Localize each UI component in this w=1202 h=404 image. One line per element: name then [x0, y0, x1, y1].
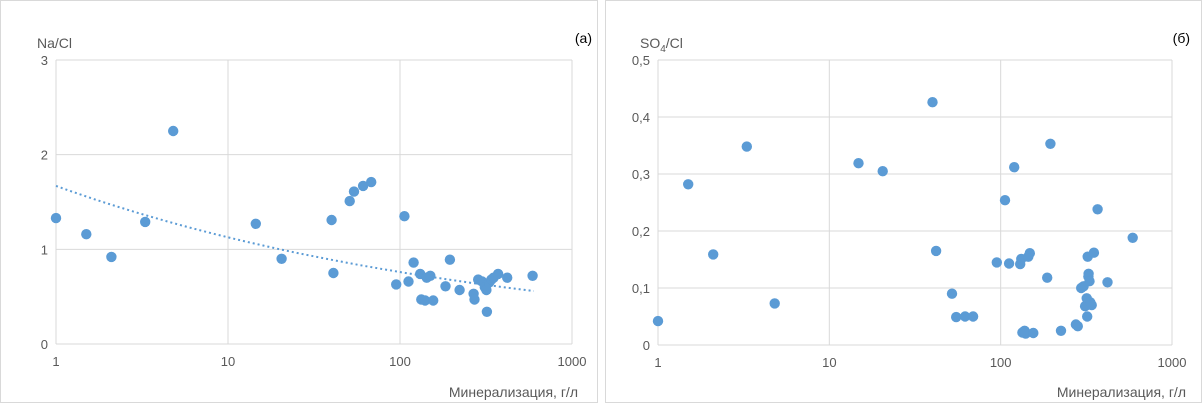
data-point	[1092, 204, 1103, 215]
data-point	[1086, 299, 1097, 311]
y-tick-label: 1	[41, 242, 48, 257]
y-tick-label: 0	[643, 338, 650, 353]
data-point	[959, 311, 971, 322]
data-point	[1020, 328, 1031, 339]
data-point	[1009, 162, 1020, 173]
data-point	[1127, 232, 1138, 243]
data-point	[1088, 247, 1100, 258]
y-axis-label: SO4/Cl	[640, 35, 683, 55]
data-point	[999, 195, 1011, 206]
data-point	[408, 257, 419, 268]
scatter-chart-so4-cl: 1 10 100 1000 0 0,1 0,2 0,3 0,4 0,5 Минерализация,…	[632, 30, 1190, 400]
data-point	[328, 267, 339, 279]
data-point	[991, 257, 1002, 268]
data-point	[250, 218, 261, 229]
y-axis-label-main: SO	[640, 35, 660, 51]
data-point	[1042, 272, 1053, 283]
data-point	[946, 288, 958, 299]
data-point	[140, 216, 151, 228]
x-tick-label: 1000	[558, 354, 587, 369]
data-point	[444, 254, 456, 265]
chart-panel-a: 1 10 100 1000 0 1 2 3 Минерализация, г/л Na/Cl (а)	[0, 0, 598, 403]
y-tick-label: 0,5	[632, 53, 650, 68]
data-point	[357, 180, 369, 192]
x-tick-label: 10	[221, 354, 235, 369]
data-point	[1084, 276, 1095, 287]
data-point	[403, 276, 414, 287]
data-point	[1024, 248, 1035, 259]
y-tick-label: 0,1	[632, 281, 650, 296]
data-point	[481, 306, 493, 317]
y-tick-label: 2	[41, 148, 48, 163]
data-point	[454, 284, 465, 296]
data-point	[502, 272, 513, 283]
data-point	[741, 141, 752, 152]
data-point	[1028, 327, 1039, 339]
data-point	[708, 249, 719, 260]
data-point	[1082, 311, 1093, 322]
x-axis-label: Минерализация, г/л	[1057, 384, 1186, 400]
x-tick-label: 100	[389, 354, 411, 369]
data-point	[853, 158, 864, 169]
y-tick-label: 0	[41, 337, 48, 352]
y-axis-label-subscript: 4	[660, 44, 666, 55]
data-point	[106, 251, 117, 263]
data-point	[391, 279, 402, 290]
y-tick-label: 3	[41, 53, 48, 68]
data-point	[1045, 138, 1056, 149]
data-point	[81, 229, 92, 240]
data-point	[425, 270, 436, 281]
data-point	[399, 211, 410, 222]
data-point	[951, 311, 962, 323]
data-point	[1072, 321, 1083, 332]
x-tick-label: 1000	[1158, 355, 1187, 370]
data-point	[492, 268, 504, 280]
y-tick-label: 0,2	[632, 224, 650, 239]
data-point	[276, 253, 287, 264]
data-point	[428, 295, 439, 306]
x-tick-label: 1	[654, 355, 661, 370]
data-point	[652, 315, 664, 327]
data-point	[1003, 258, 1015, 269]
data-point	[1102, 277, 1113, 288]
chart-panel-b: 1 10 100 1000 0 0,1 0,2 0,3 0,4 0,5 Минерализация,…	[605, 0, 1202, 403]
data-point	[469, 294, 480, 305]
data-point	[366, 176, 377, 188]
data-point	[168, 125, 179, 137]
data-point	[344, 195, 355, 207]
data-point	[527, 270, 538, 281]
data-point	[1055, 325, 1067, 336]
data-point	[50, 212, 62, 224]
trendline	[55, 184, 534, 292]
data-point	[348, 186, 360, 197]
x-axis-label: Минерализация, г/л	[449, 384, 578, 400]
data-point	[927, 97, 938, 108]
y-axis-label: Na/Cl	[37, 35, 72, 51]
data-point	[877, 166, 888, 177]
data-point	[967, 311, 979, 322]
data-point	[419, 295, 431, 306]
panel-label: (а)	[575, 30, 592, 46]
y-tick-label: 0,3	[632, 167, 650, 182]
data-point	[683, 179, 694, 190]
data-point	[769, 298, 780, 309]
y-tick-label: 0,4	[632, 110, 650, 125]
y-axis-label-tail: /Cl	[666, 35, 683, 51]
data-point	[326, 214, 337, 226]
panel-label: (б)	[1173, 30, 1190, 46]
x-tick-label: 1	[52, 354, 59, 369]
x-tick-label: 100	[990, 355, 1012, 370]
data-point	[440, 281, 451, 292]
data-point	[930, 245, 942, 257]
x-tick-label: 10	[822, 355, 836, 370]
